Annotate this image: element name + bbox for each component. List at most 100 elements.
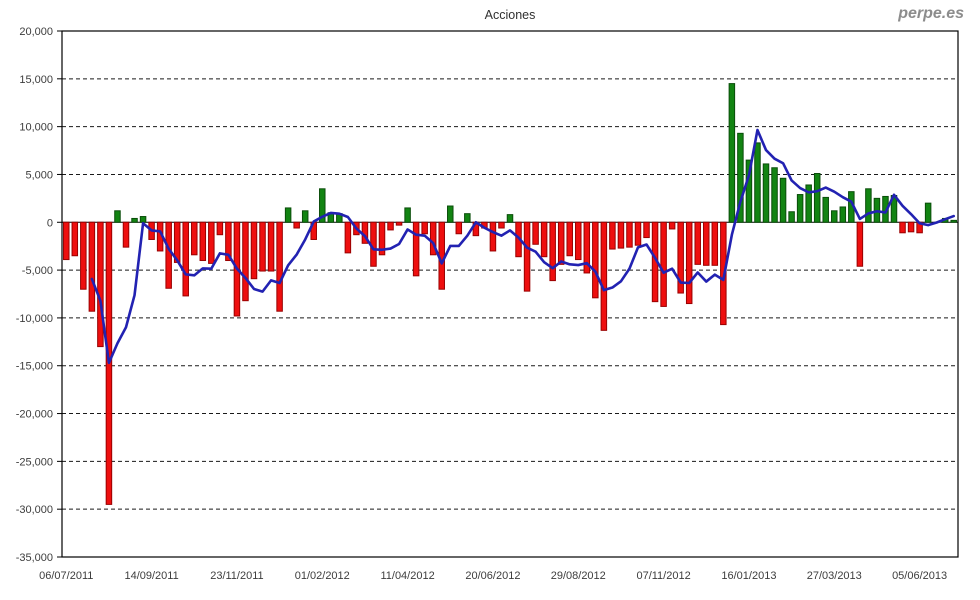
negative-bar <box>387 221 394 231</box>
moving-average-line <box>90 128 956 365</box>
negative-bar <box>711 221 719 266</box>
x-tick-label: 27/03/2013 <box>807 570 862 582</box>
positive-bar <box>745 159 753 223</box>
y-tick-labels: 20,000 15,000 10,000 5,000 0 -5,000 -10,000 -15… <box>16 26 53 564</box>
y-tick-label: -10,000 <box>16 313 53 325</box>
negative-bar <box>557 221 565 265</box>
negative-bar <box>395 221 403 226</box>
negative-bar <box>609 221 616 250</box>
negative-bar <box>634 221 642 246</box>
negative-bar <box>225 221 232 262</box>
negative-bar <box>703 221 710 266</box>
negative-bar <box>626 221 633 248</box>
positive-bar <box>813 173 821 223</box>
positive-bar <box>950 219 957 223</box>
positive-bar <box>754 142 761 223</box>
negative-bar <box>856 221 864 267</box>
positive-bar <box>924 202 932 223</box>
y-tick-label: -5,000 <box>22 265 53 277</box>
x-tick-label: 20/06/2012 <box>465 570 520 582</box>
x-tick-label: 06/07/2011 <box>39 570 93 582</box>
x-tick-label: 23/11/2011 <box>210 570 263 582</box>
negative-bar <box>532 221 539 245</box>
positive-bar <box>404 207 411 223</box>
positive-bar <box>131 217 138 223</box>
y-tick-label: 0 <box>47 217 53 229</box>
negative-bar <box>216 221 224 236</box>
negative-bar <box>122 221 130 248</box>
negative-bar <box>540 221 548 258</box>
negative-bar <box>276 221 283 312</box>
negative-bar <box>643 221 650 239</box>
negative-bar <box>80 221 87 290</box>
negative-bar <box>694 221 701 265</box>
negative-bar <box>412 221 420 277</box>
positive-bar <box>737 132 744 223</box>
negative-bar <box>242 221 249 302</box>
x-tick-label: 05/06/2013 <box>892 570 947 582</box>
negative-bar <box>88 221 96 312</box>
negative-bar <box>489 221 497 252</box>
positive-bar <box>796 194 804 223</box>
negative-bar <box>907 221 915 233</box>
y-tick-label: -30,000 <box>16 504 53 516</box>
y-gridlines <box>62 78 958 510</box>
negative-bar <box>259 221 266 272</box>
negative-bar <box>378 221 386 256</box>
positive-bar <box>319 188 326 223</box>
y-tick-label: 5,000 <box>25 169 53 181</box>
x-tick-label: 11/04/2012 <box>380 570 434 582</box>
y-ticks <box>57 30 62 558</box>
x-tick-label: 01/02/2012 <box>295 570 350 582</box>
y-tick-label: -20,000 <box>16 409 53 421</box>
negative-bar <box>600 221 608 331</box>
y-tick-label: -35,000 <box>16 552 53 564</box>
negative-bar <box>583 221 591 274</box>
negative-bar <box>293 221 300 229</box>
negative-bar <box>677 221 684 294</box>
x-tick-labels: 06/07/2011 14/09/2011 23/11/2011 01/02/2012… <box>39 570 947 582</box>
x-tick-label: 14/09/2011 <box>124 570 178 582</box>
positive-bar <box>779 177 787 223</box>
positive-bar <box>447 205 454 223</box>
y-tick-label: -25,000 <box>16 456 53 468</box>
positive-bar <box>139 216 147 223</box>
y-tick-label: 15,000 <box>19 74 53 86</box>
negative-bar <box>421 221 428 235</box>
negative-bar <box>523 221 531 292</box>
x-tick-label: 07/11/2012 <box>636 570 690 582</box>
negative-bar <box>191 221 198 256</box>
negative-bar <box>429 221 437 256</box>
negative-bar <box>97 221 104 348</box>
negative-bar <box>182 221 189 297</box>
positive-bar <box>728 83 736 223</box>
y-tick-label: 10,000 <box>19 122 53 134</box>
negative-bar <box>498 221 505 229</box>
bars <box>63 83 957 505</box>
site-watermark: perpe.es <box>898 5 964 22</box>
plot-frame <box>61 30 959 558</box>
negative-bar <box>344 221 352 254</box>
x-tick-label: 29/08/2012 <box>551 570 606 582</box>
negative-bar <box>566 221 573 257</box>
negative-bar <box>63 221 70 261</box>
negative-bar <box>199 221 207 262</box>
negative-bar <box>617 221 625 249</box>
positive-bar <box>464 213 471 223</box>
negative-bar <box>71 221 79 257</box>
negative-bar <box>455 221 463 235</box>
positive-bar <box>114 210 121 223</box>
positive-bar <box>284 207 292 223</box>
negative-bar <box>899 221 906 234</box>
negative-bar <box>250 221 258 280</box>
negative-bar <box>267 221 275 272</box>
negative-bar <box>668 221 676 230</box>
y-tick-label: -15,000 <box>16 361 53 373</box>
positive-bar <box>788 211 795 223</box>
negative-bar <box>685 221 693 305</box>
y-tick-label: 20,000 <box>19 26 53 38</box>
negative-bar <box>549 221 556 282</box>
positive-bar <box>822 196 829 223</box>
negative-bar <box>208 221 215 264</box>
